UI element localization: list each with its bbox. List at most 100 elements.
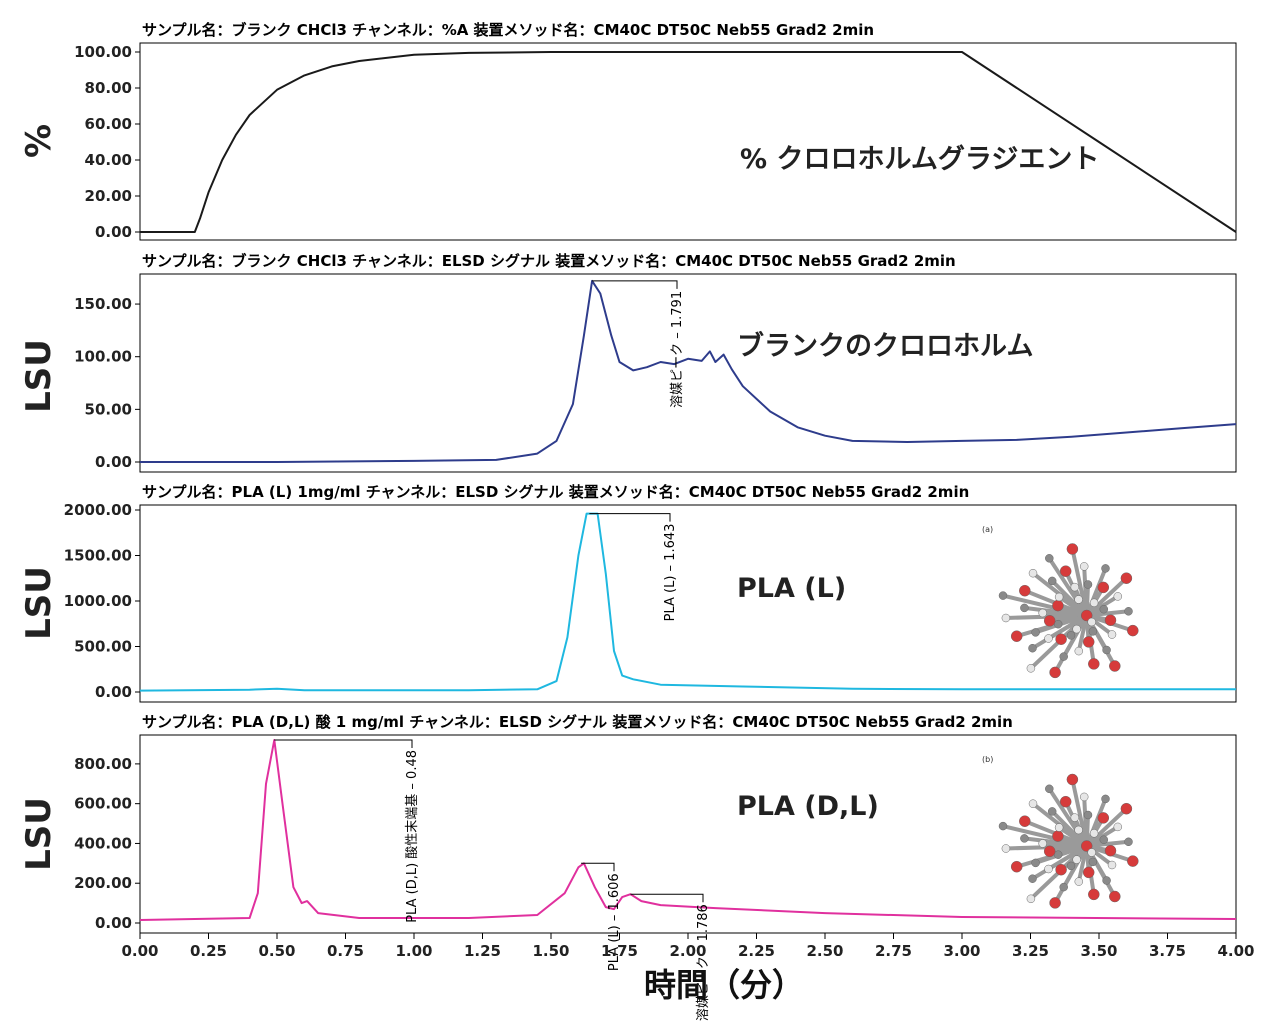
molecule-atom bbox=[1079, 792, 1089, 802]
molecule-image bbox=[998, 773, 1139, 909]
y-tick-label: 100.00 bbox=[74, 43, 132, 61]
molecule-atom bbox=[1080, 609, 1093, 622]
molecule-bond bbox=[1084, 609, 1131, 618]
molecule-atom bbox=[1074, 595, 1083, 604]
molecule-atom bbox=[1107, 860, 1117, 870]
y-tick-label: 200.00 bbox=[74, 874, 132, 892]
peak-annotation: PLA (L) – 1.643 bbox=[663, 524, 678, 622]
molecule-atom bbox=[1097, 581, 1110, 594]
x-tick-label: 1.00 bbox=[395, 942, 432, 960]
molecule-atom bbox=[1066, 631, 1076, 640]
x-tick-label: 2.00 bbox=[669, 942, 706, 960]
y-tick-label: 100.00 bbox=[74, 348, 132, 366]
molecule-atom bbox=[1113, 592, 1123, 601]
y-tick-label: 80.00 bbox=[85, 79, 132, 97]
molecule-atom bbox=[1055, 863, 1067, 876]
chart-panel-3: サンプル名：PLA (D,L) 酸 1 mg/ml チャンネル：ELSD シグナ… bbox=[19, 713, 1237, 1021]
y-tick-label: 0.00 bbox=[95, 223, 132, 241]
molecule-atom bbox=[1028, 799, 1038, 808]
molecule-atom bbox=[1101, 794, 1110, 804]
x-tick-label: 3.75 bbox=[1149, 942, 1186, 960]
molecule-atom bbox=[1031, 628, 1040, 637]
y-tick-label: 50.00 bbox=[85, 400, 132, 418]
trace-label: PLA (D,L) bbox=[737, 791, 879, 822]
molecule-atom bbox=[1026, 664, 1036, 673]
molecule-atom bbox=[1045, 554, 1054, 563]
molecule-atom bbox=[1109, 660, 1121, 672]
molecule-atom bbox=[1066, 773, 1079, 786]
molecule-atom bbox=[1104, 614, 1117, 626]
molecule-atom bbox=[1127, 624, 1139, 637]
annotation-leader bbox=[592, 280, 678, 289]
molecule-atom bbox=[1028, 874, 1037, 883]
molecule-atom bbox=[1107, 630, 1117, 639]
x-tick-label: 2.25 bbox=[738, 942, 775, 960]
molecule-atom bbox=[1089, 829, 1099, 838]
molecule-atom bbox=[1019, 584, 1031, 597]
peak-annotation: 溶媒ピーク – 1.791 bbox=[670, 291, 685, 408]
molecule-atom bbox=[1088, 888, 1100, 901]
molecule-atom bbox=[1097, 812, 1110, 824]
trace-label: PLA (L) bbox=[737, 573, 846, 604]
peak-annotation: PLA (L) – 1.606 bbox=[607, 873, 622, 971]
x-tick-label: 3.50 bbox=[1080, 942, 1117, 960]
molecule-atom bbox=[1104, 844, 1117, 857]
y-tick-label: 500.00 bbox=[74, 638, 132, 656]
molecule-bond bbox=[1084, 796, 1108, 848]
molecule-atom bbox=[1088, 658, 1100, 670]
molecule-atom bbox=[1099, 835, 1109, 844]
x-tick-label: 1.50 bbox=[532, 942, 569, 960]
molecule-atom bbox=[1020, 834, 1029, 843]
x-tick-label: 0.75 bbox=[327, 942, 364, 960]
peak-annotation: 溶媒ピーク – 1.786 bbox=[696, 904, 711, 1021]
molecule-atom bbox=[1059, 652, 1068, 661]
y-tick-label: 2000.00 bbox=[64, 501, 132, 519]
molecule-atom bbox=[1087, 848, 1096, 857]
molecule-atom bbox=[1087, 617, 1096, 627]
molecule-bond bbox=[1084, 806, 1129, 848]
molecule-atom bbox=[1083, 810, 1093, 820]
chart-panel-2: サンプル名：PLA (L) 1mg/ml チャンネル：ELSD シグナル 装置メ… bbox=[19, 483, 1237, 703]
y-tick-label: 40.00 bbox=[85, 151, 132, 169]
molecule-atom bbox=[1113, 822, 1123, 832]
x-tick-label: 2.50 bbox=[806, 942, 843, 960]
molecule-atom bbox=[1072, 855, 1081, 864]
annotation-leader bbox=[589, 513, 671, 522]
molecule-atom bbox=[1026, 894, 1036, 904]
panel-header: サンプル名：ブランク CHCl3 チャンネル：%A 装置メソッド名：CM40C … bbox=[142, 21, 874, 39]
molecule-atom bbox=[1031, 858, 1040, 868]
y-tick-label: 1500.00 bbox=[64, 547, 132, 565]
molecule-atom bbox=[1074, 877, 1084, 886]
molecule-atom bbox=[1059, 882, 1068, 892]
molecule-atom bbox=[1083, 580, 1093, 589]
y-axis-label: LSU bbox=[19, 566, 59, 640]
molecule-atom bbox=[1038, 839, 1047, 848]
series-line bbox=[140, 51, 1237, 233]
panel-header: サンプル名：ブランク CHCl3 チャンネル：ELSD シグナル 装置メソッド名… bbox=[142, 252, 956, 270]
molecule-atom bbox=[1102, 876, 1111, 885]
molecule-atom bbox=[1054, 592, 1064, 602]
molecule-atom bbox=[1088, 857, 1098, 867]
molecule-atom bbox=[1052, 830, 1064, 842]
x-tick-label: 1.75 bbox=[601, 942, 638, 960]
molecule-bond bbox=[1070, 547, 1089, 618]
molecule-atom bbox=[1080, 840, 1093, 852]
molecule-atom bbox=[1044, 634, 1053, 643]
y-tick-label: 800.00 bbox=[74, 755, 132, 773]
plot-frame bbox=[139, 273, 1237, 473]
molecule-atom bbox=[1079, 562, 1089, 571]
x-tick-label: 0.50 bbox=[258, 942, 295, 960]
y-tick-label: 0.00 bbox=[95, 683, 132, 701]
trace-label: % クロロホルムグラジエント bbox=[740, 143, 1099, 175]
x-tick-label: 1.25 bbox=[464, 942, 501, 960]
molecule-atom bbox=[1028, 568, 1038, 578]
molecule-atom bbox=[1052, 599, 1064, 612]
chart-panel-1: サンプル名：ブランク CHCl3 チャンネル：ELSD シグナル 装置メソッド名… bbox=[19, 252, 1237, 473]
molecule-atom bbox=[1066, 861, 1076, 871]
plot-frame bbox=[139, 42, 1237, 241]
y-axis-label: % bbox=[19, 124, 59, 158]
x-tick-label: 2.75 bbox=[875, 942, 912, 960]
molecule-atom bbox=[1072, 624, 1081, 634]
x-tick-label: 3.25 bbox=[1012, 942, 1049, 960]
x-tick-label: 0.25 bbox=[190, 942, 227, 960]
